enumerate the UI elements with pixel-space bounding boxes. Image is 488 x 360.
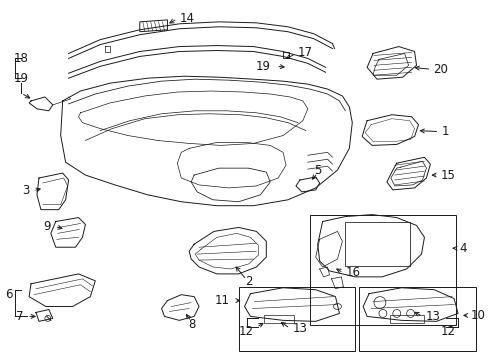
Text: 17: 17 bbox=[297, 46, 312, 59]
Bar bbox=[345, 221, 409, 266]
Text: 19: 19 bbox=[255, 60, 270, 73]
Text: 3: 3 bbox=[21, 184, 29, 197]
Text: 4: 4 bbox=[458, 242, 466, 255]
Text: 13: 13 bbox=[292, 322, 307, 335]
Text: 20: 20 bbox=[432, 63, 447, 76]
Text: 10: 10 bbox=[470, 309, 485, 322]
Bar bbox=[359, 287, 475, 351]
Text: 11: 11 bbox=[214, 294, 229, 307]
Text: 9: 9 bbox=[43, 220, 51, 233]
Text: 16: 16 bbox=[345, 266, 360, 279]
Text: 13: 13 bbox=[425, 310, 439, 323]
Text: 8: 8 bbox=[188, 318, 196, 331]
Bar bbox=[238, 287, 354, 351]
Text: 19: 19 bbox=[14, 72, 29, 85]
Text: 5: 5 bbox=[313, 163, 321, 177]
Bar bbox=[264, 315, 293, 323]
Text: 14: 14 bbox=[179, 12, 194, 26]
Text: 12: 12 bbox=[239, 325, 253, 338]
Bar bbox=[309, 215, 455, 325]
Text: 18: 18 bbox=[14, 52, 28, 65]
Text: 7: 7 bbox=[16, 310, 23, 323]
Text: 12: 12 bbox=[440, 325, 455, 338]
Text: 15: 15 bbox=[439, 168, 454, 181]
Bar bbox=[389, 315, 424, 323]
Text: 2: 2 bbox=[244, 275, 252, 288]
Text: 6: 6 bbox=[5, 288, 12, 301]
Text: 1: 1 bbox=[440, 125, 448, 138]
